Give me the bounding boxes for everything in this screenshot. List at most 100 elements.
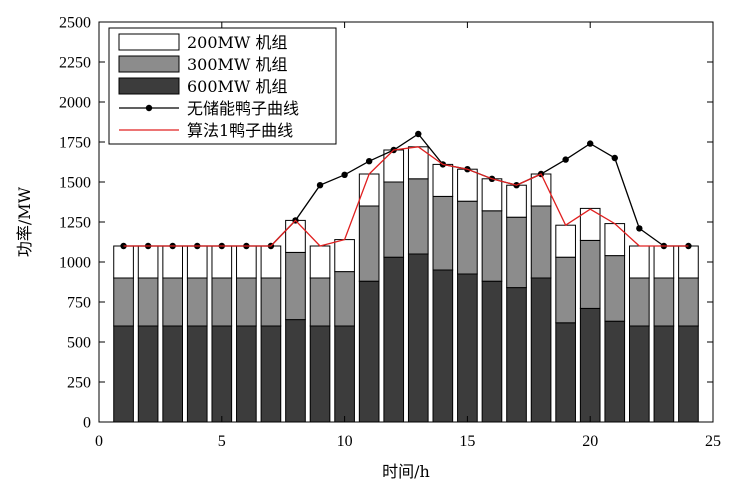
bar-segment-3-x11 <box>358 173 380 207</box>
bar-segment-1-x18 <box>530 277 552 423</box>
legend-swatch <box>118 55 180 73</box>
y-tick-label: 250 <box>67 375 91 392</box>
legend-swatch <box>118 77 180 95</box>
bar-segment-2-x12 <box>383 181 405 258</box>
bar-segment-1-x21 <box>604 320 626 423</box>
bar-segment-3-x21 <box>604 223 626 257</box>
bar-segment-1-x4 <box>186 325 208 423</box>
line-point-1-x10 <box>341 171 348 178</box>
y-tick-label: 0 <box>83 415 91 432</box>
bar-segment-1-x22 <box>628 325 650 423</box>
bar-segment-1-x15 <box>457 273 478 423</box>
bar-segment-1-x14 <box>432 269 454 423</box>
y-tick-label: 1000 <box>59 255 91 272</box>
bar-segment-3-x10 <box>334 239 355 273</box>
y-tick-label: 2000 <box>59 95 91 112</box>
y-tick-label: 1750 <box>59 135 91 152</box>
x-tick-label: 10 <box>337 433 353 450</box>
bar-segment-1-x10 <box>334 325 355 423</box>
line-point-1-x19 <box>562 156 569 163</box>
bar-segment-3-x7 <box>260 245 282 279</box>
x-tick-label: 5 <box>218 433 226 450</box>
bar-segment-2-x11 <box>358 205 380 282</box>
line-point-1-x11 <box>365 158 373 165</box>
bar-segment-1-x16 <box>481 280 503 423</box>
bar-segment-3-x2 <box>137 245 159 279</box>
y-tick-label: 500 <box>67 335 91 352</box>
legend-swatch <box>118 33 180 51</box>
bar-segment-1-x12 <box>383 256 405 423</box>
series-line-2 <box>123 146 689 247</box>
axes-layer: 0 250 500 750 1000 1250 1500 1750 2000 2250 2500 0 5… <box>59 15 721 451</box>
line-point-1-x13 <box>415 130 422 138</box>
bar-segment-2-x7 <box>260 277 282 327</box>
bar-segment-3-x1 <box>113 245 134 279</box>
bar-segment-2-x13 <box>407 178 429 255</box>
bar-segment-1-x7 <box>260 325 282 423</box>
bar-segment-3-x24 <box>678 245 699 279</box>
line-point-1-x9 <box>316 182 324 189</box>
legend-label: 600MW 机组 <box>187 77 287 96</box>
bar-segment-1-x3 <box>162 325 184 423</box>
bar-segment-3-x12 <box>383 149 405 183</box>
line-point-1-x20 <box>587 140 594 147</box>
bar-segment-1-x5 <box>211 325 233 423</box>
bar-segment-3-x6 <box>236 245 257 279</box>
bar-segment-2-x16 <box>481 210 503 282</box>
legend-label: 无储能鸭子曲线 <box>187 99 299 118</box>
x-tick-label: 0 <box>95 433 103 450</box>
bars-layer <box>113 146 699 423</box>
bar-segment-3-x18 <box>530 173 552 207</box>
bar-segment-3-x17 <box>506 184 527 218</box>
line-point-1-x21 <box>611 154 618 162</box>
bar-segment-2-x17 <box>506 216 527 289</box>
y-tick-label: 1250 <box>59 215 91 232</box>
bar-segment-2-x8 <box>285 251 306 321</box>
bar-segment-1-x6 <box>236 325 257 423</box>
bar-segment-1-x9 <box>309 325 331 423</box>
bar-segment-1-x2 <box>137 325 159 423</box>
bar-segment-3-x9 <box>309 245 331 279</box>
bar-segment-2-x14 <box>432 195 454 271</box>
y-tick-label: 750 <box>67 295 91 312</box>
bar-segment-2-x24 <box>678 277 699 327</box>
legend-label: 300MW 机组 <box>187 55 287 74</box>
bar-segment-3-x19 <box>555 224 576 258</box>
bar-segment-1-x19 <box>555 322 576 423</box>
series-line-1 <box>123 133 689 247</box>
bar-segment-2-x3 <box>162 277 184 327</box>
bar-segment-1-x23 <box>653 325 675 423</box>
bar-segment-3-x3 <box>162 245 184 279</box>
bar-segment-2-x22 <box>628 277 650 327</box>
x-axis-title: 时间/h <box>382 462 430 481</box>
bar-segment-3-x23 <box>653 245 675 279</box>
bar-segment-3-x4 <box>186 245 208 279</box>
bar-segment-2-x15 <box>457 200 478 275</box>
bar-segment-2-x9 <box>309 277 331 327</box>
lines-layer <box>120 130 692 250</box>
bar-segment-1-x17 <box>506 287 527 423</box>
y-tick-label: 1500 <box>59 175 91 192</box>
bar-segment-3-x5 <box>211 245 233 279</box>
x-tick-label: 15 <box>459 433 475 450</box>
y-tick-label: 2250 <box>59 55 91 72</box>
bar-segment-2-x19 <box>555 256 576 324</box>
bar-segment-3-x8 <box>285 219 306 253</box>
x-tick-label: 20 <box>582 433 598 450</box>
bar-segment-2-x18 <box>530 205 552 279</box>
bar-segment-2-x4 <box>186 277 208 327</box>
x-tick-label: 25 <box>705 433 721 450</box>
bar-segment-2-x10 <box>334 271 355 327</box>
bar-segment-2-x23 <box>653 277 675 327</box>
y-tick-label: 2500 <box>59 15 91 32</box>
legend-marker <box>145 104 153 112</box>
bar-segment-1-x24 <box>678 325 699 423</box>
bar-segment-1-x20 <box>579 307 601 423</box>
bar-segment-3-x14 <box>432 163 454 197</box>
bar-segment-1-x11 <box>358 280 380 423</box>
bar-segment-2-x1 <box>113 277 134 327</box>
bar-segment-3-x22 <box>628 245 650 279</box>
